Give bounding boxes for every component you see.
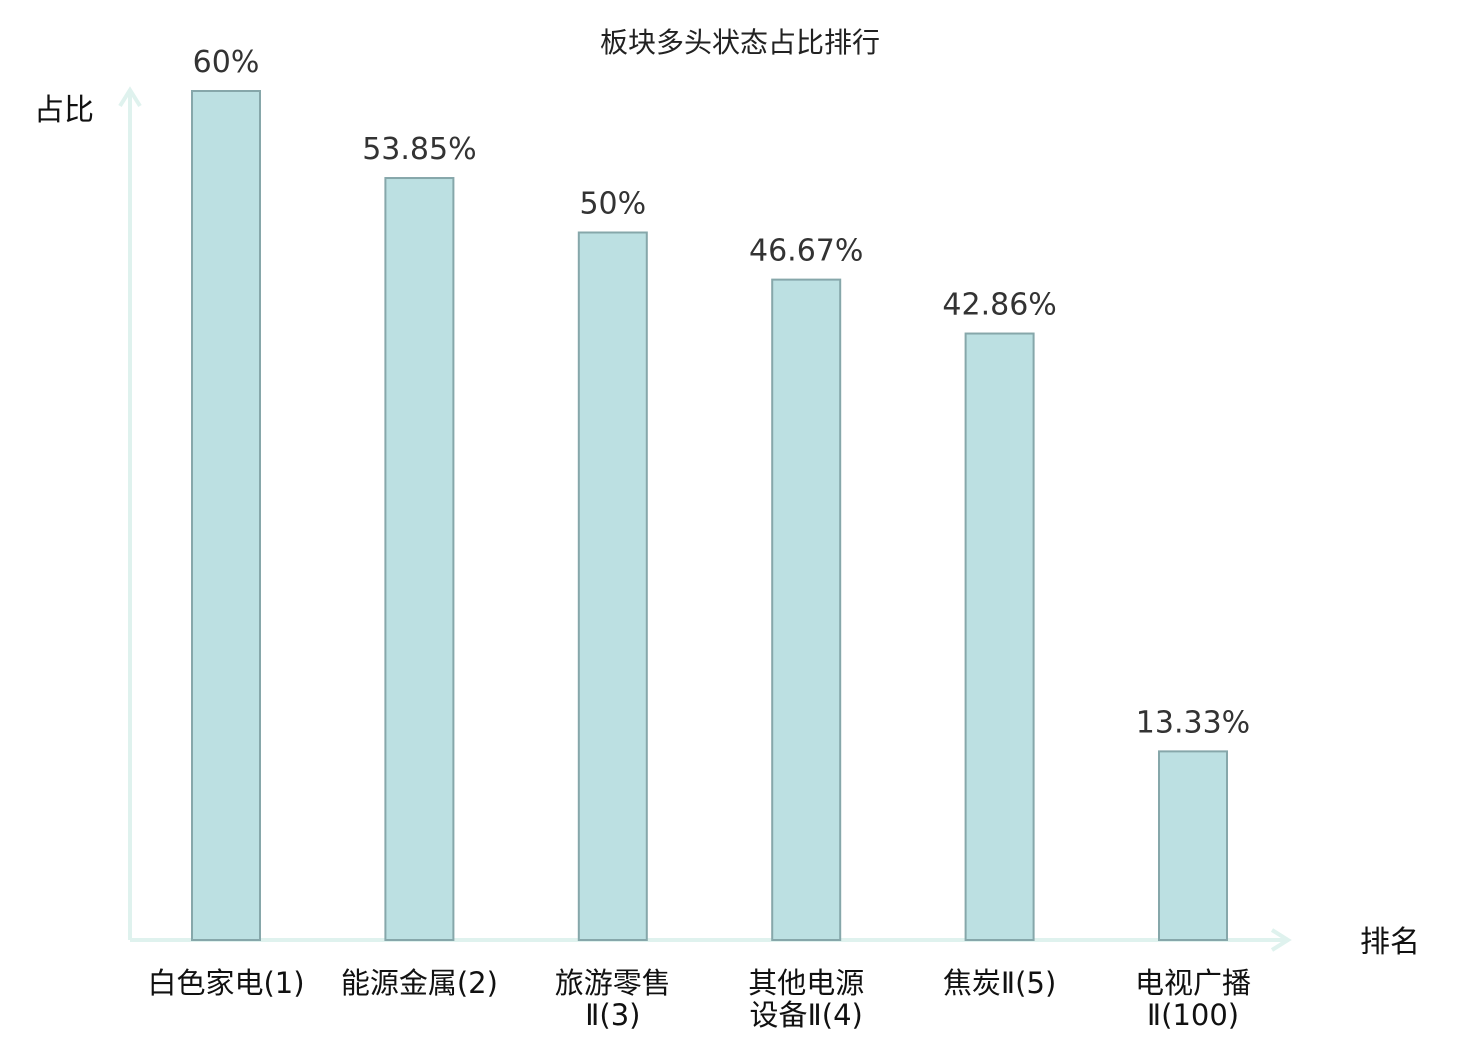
bar-value-label: 13.33% — [1136, 705, 1250, 740]
x-axis-label: 排名 — [1360, 925, 1420, 960]
bar — [191, 90, 261, 941]
bar-value-label: 50% — [579, 187, 646, 222]
category-label: 旅游零售 — [555, 966, 671, 1000]
bar-value-label: 60% — [193, 45, 260, 80]
axes — [118, 86, 1292, 952]
y-axis-arrow — [118, 86, 142, 108]
bar — [577, 231, 648, 941]
bar-value-label: 46.67% — [749, 234, 863, 269]
chart-title: 板块多头状态占比排行 — [600, 26, 880, 59]
category-label: 设备Ⅱ(4) — [750, 998, 863, 1032]
value-labels: 60% 53.85% 50% 46.67% 42.86% 13.33% — [193, 45, 1251, 740]
bar-series — [191, 90, 1228, 941]
bar — [384, 177, 455, 941]
category-label: Ⅱ(100) — [1147, 998, 1239, 1032]
bar-value-label: 42.86% — [942, 288, 1056, 323]
category-label: Ⅱ(3) — [585, 998, 640, 1032]
category-label: 电视广播 — [1135, 966, 1251, 1000]
bar — [771, 278, 842, 941]
bar — [964, 332, 1035, 941]
category-label: 白色家电(1) — [147, 966, 304, 1000]
category-label: 能源金属(2) — [341, 966, 498, 1000]
bar-value-label: 53.85% — [362, 132, 476, 167]
category-label: 焦炭Ⅱ(5) — [943, 966, 1056, 1000]
y-axis-label: 占比 — [34, 93, 94, 128]
bar — [1158, 750, 1228, 941]
x-axis-arrow — [1270, 928, 1292, 952]
category-label: 其他电源 — [748, 966, 864, 1000]
